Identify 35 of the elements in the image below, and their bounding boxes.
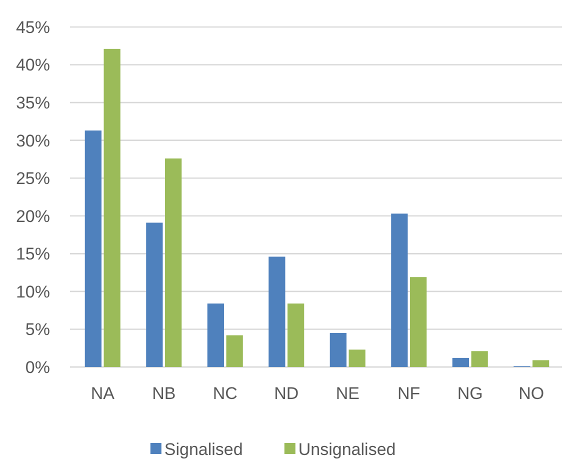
bar [207,304,224,367]
bar [452,358,469,367]
bar [532,360,550,367]
bar [471,351,488,367]
y-tick-label: 25% [16,169,50,188]
y-tick-label: 35% [16,94,50,113]
bar [288,304,304,367]
bar [84,130,102,367]
bar [226,335,243,367]
y-tick-label: 0% [25,358,50,377]
x-tick-label: NB [152,384,176,403]
y-tick-label: 40% [16,56,50,75]
x-tick-label: NE [336,384,360,403]
y-tick-label: 45% [16,18,50,37]
bar [146,222,163,367]
legend-label: Signalised [164,440,243,459]
bar [165,158,182,367]
x-tick-label: NC [212,384,238,403]
y-tick-label: 10% [16,282,50,302]
x-tick-label: NF [398,384,420,403]
x-tick-label: NG [457,384,483,403]
y-tick-label: 15% [16,244,50,264]
bar [104,48,120,367]
y-tick-label: 20% [16,206,50,226]
bar [391,214,408,367]
x-tick-label: NO [518,384,544,403]
legend-label: Unsignalised [298,440,396,459]
bar [348,350,366,367]
bar [330,333,346,367]
bar [268,256,286,367]
y-tick-label: 5% [25,320,50,340]
x-tick-label: NA [90,384,116,403]
bar [410,277,427,367]
y-tick-label: 30% [16,131,50,150]
x-tick-label: ND [274,384,299,403]
